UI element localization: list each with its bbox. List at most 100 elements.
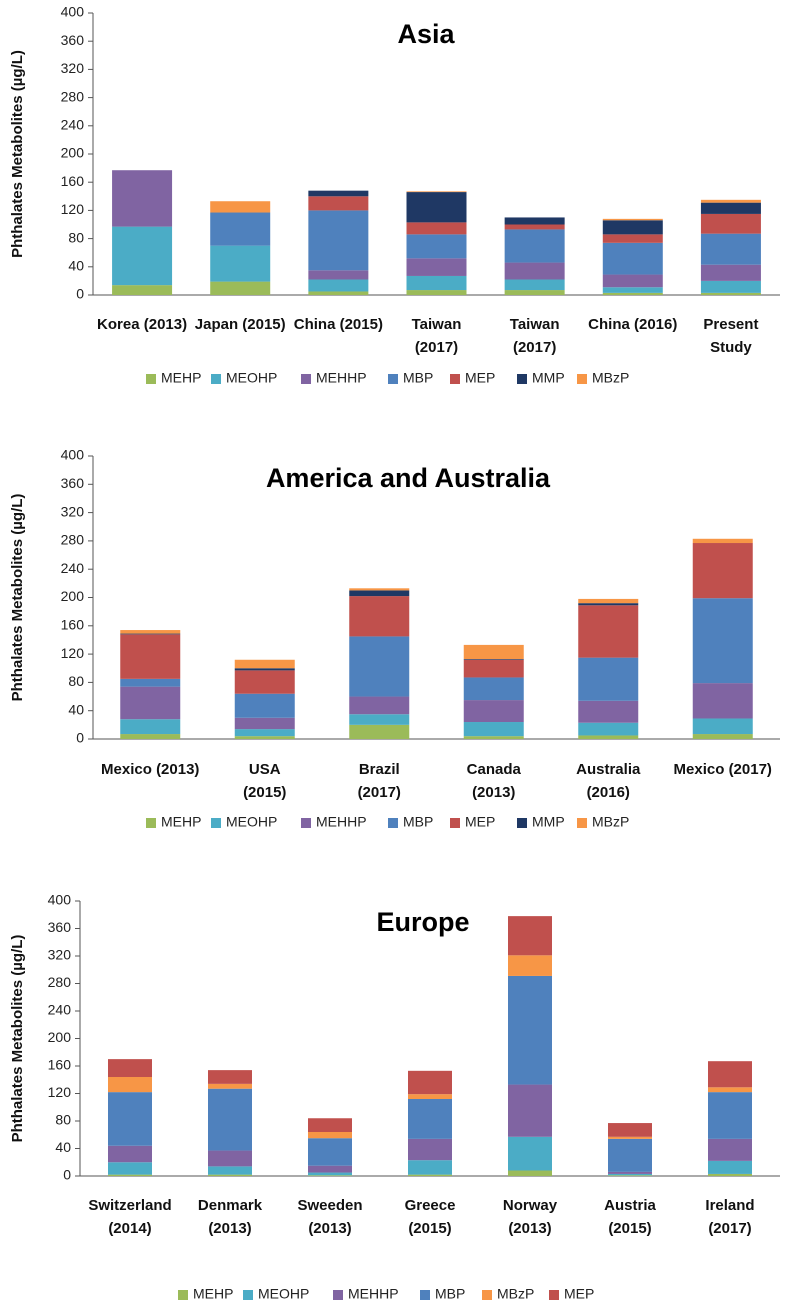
bar-segment-mehhp [108,1145,152,1163]
bar-segment-mep [602,234,663,243]
bar-segment-mep [708,1061,752,1088]
chart-panel-europe: Europe Phthalates Metabolites (µg/L) 0 40 80… [9,892,780,1302]
bar-segment-mehhp [508,1084,552,1137]
x-category-label: Sweeden [297,1197,362,1214]
legend-label: MEHP [161,370,201,386]
bar-segment-mep [692,543,753,599]
bar-segment-mehp [504,290,565,295]
bar-segment-mehhp [349,696,410,715]
bar-segment-mehp [208,1174,252,1176]
bar-segment-meohp [108,1162,152,1175]
legend-item-mehhp: MEHHP [333,1286,399,1302]
x-category-label: Australia [576,761,641,778]
bar-segment-mehhp [308,270,369,280]
bar-segment-mbp [408,1099,452,1139]
y-tick-label: 360 [61,475,85,491]
bar-segment-mmp [406,192,467,223]
legend-label: MEP [465,814,495,830]
legend-item-meohp: MEOHP [211,814,277,830]
bar-segment-mehhp [700,264,761,281]
bar-segment-mbzp [692,538,753,544]
legend-item-mbp: MBP [420,1286,465,1302]
bar-segment-mbzp [234,659,295,669]
bar-segment-mehp [120,734,181,739]
x-category-label: Taiwan [510,316,560,333]
legend-label: MMP [532,814,565,830]
bar-segment-mmp [234,668,295,671]
bar-segment-mbp [349,636,410,697]
chart-panel-america-australia: America and Australia Phthalates Metaboli… [9,447,780,830]
x-category-label: Austria [604,1197,656,1214]
x-category-label: China (2015) [294,316,383,333]
legend-swatch [420,1290,430,1300]
legend-swatch [388,374,398,384]
bar-segment-mbzp [608,1136,652,1139]
bar-segment-mbp [608,1138,652,1172]
bar-segment-mbp [508,975,552,1085]
legend-swatch [388,818,398,828]
x-category-label: (2017) [513,339,556,356]
bar-segment-mep [608,1123,652,1137]
bar-segment-mehhp [463,700,524,723]
y-tick-label: 400 [61,4,85,20]
bar-segment-mep [700,213,761,234]
bar-segment-mep [578,605,639,658]
bar-segment-mep [504,224,565,230]
x-category-label: Mexico (2017) [674,761,772,778]
x-category-label: (2017) [415,339,458,356]
legend-item-mbp: MBP [388,370,433,386]
y-tick-label: 40 [55,1139,71,1155]
bar-segment-mehp [700,292,761,295]
bar-segment-mbp [308,1138,352,1166]
bar-segment-mehhp [608,1171,652,1174]
bar-segment-mehp [406,290,467,295]
legend-swatch [577,818,587,828]
y-tick-label: 320 [48,947,72,963]
bar-segment-mehhp [308,1165,352,1173]
bar-segment-mehhp [708,1138,752,1161]
bar-segment-mehp [349,724,410,739]
bar-segment-mep [349,596,410,637]
x-category-label: (2013) [472,784,515,801]
bar-segment-meohp [349,714,410,725]
bar-segment-meohp [700,280,761,293]
bar-segment-mehp [692,734,753,739]
y-tick-label: 320 [61,60,85,76]
y-tick-label: 240 [48,1002,72,1018]
x-category-label: Greece [405,1197,456,1214]
legend-item-mbzp: MBzP [577,370,629,386]
y-tick-label: 40 [68,258,84,274]
x-category-label: USA [249,761,281,778]
bar-segment-mehp [708,1173,752,1176]
bar-segment-mehp [578,735,639,739]
bar-segment-mmp [308,190,369,197]
bar-segment-mbp [602,242,663,275]
chart-title: America and Australia [266,463,551,493]
legend-swatch [243,1290,253,1300]
y-tick-label: 80 [68,229,84,245]
bar-segment-mehp [234,736,295,739]
bar-segment-mmp [504,217,565,225]
bar-segment-mep [234,670,295,694]
x-category-label: (2017) [708,1220,751,1237]
bar-segment-mehhp [692,683,753,719]
x-category-label: (2016) [587,784,630,801]
bar-segment-meohp [406,275,467,291]
x-category-label: Norway [503,1197,558,1214]
legend-label: MEP [564,1286,594,1302]
legend-swatch [333,1290,343,1300]
legend-item-meohp: MEOHP [211,370,277,386]
y-tick-label: 200 [48,1029,72,1045]
legend-item-mehp: MEHP [146,370,201,386]
chart-title: Asia [397,19,455,49]
legend-swatch [211,818,221,828]
legend-item-mehhp: MEHHP [301,814,367,830]
bar-segment-mmp [120,633,181,635]
legend-swatch [146,818,156,828]
legend-swatch [301,818,311,828]
y-tick-label: 360 [61,32,85,48]
bar-segment-meohp [602,287,663,293]
legend-label: MBzP [592,370,629,386]
bar-segment-mehp [308,291,369,295]
y-tick-label: 160 [61,173,85,189]
